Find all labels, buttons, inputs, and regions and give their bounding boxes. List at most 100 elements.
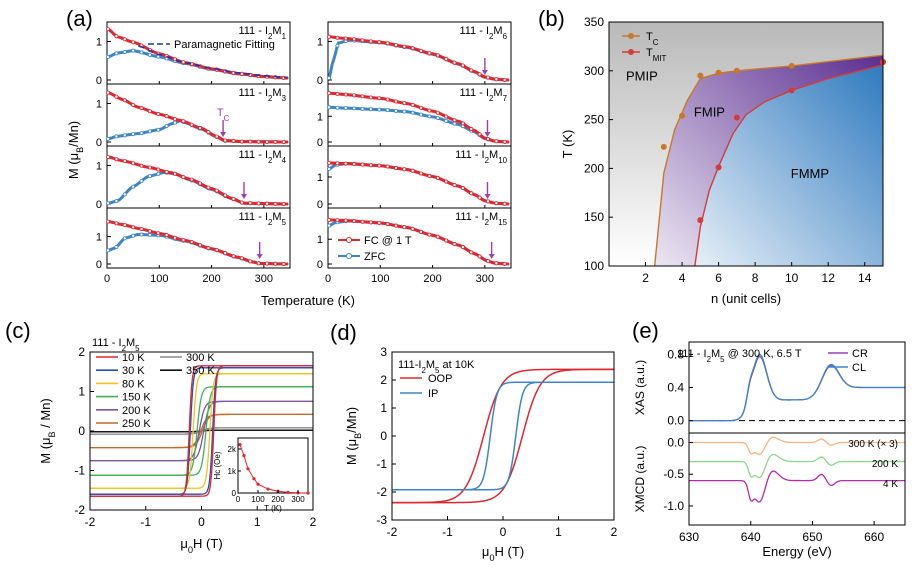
fc-curve-point bbox=[106, 219, 111, 224]
text-span: 3 bbox=[282, 94, 287, 103]
x-tick-label: 14 bbox=[858, 271, 872, 285]
subplot-5: 0 1 111 - I2M6 bbox=[317, 21, 512, 87]
zfc-curve-point bbox=[327, 76, 332, 81]
x-axis-label: Temperature (K) bbox=[261, 293, 355, 308]
text-span: M bbox=[126, 337, 135, 349]
y-tick-label: 0 bbox=[317, 199, 323, 211]
y-tick-label: -1 bbox=[376, 457, 387, 471]
x-axis-label: μ0H (T) bbox=[180, 536, 222, 555]
fc-curve-point bbox=[181, 119, 186, 124]
fc-curve-point bbox=[198, 243, 203, 248]
legend-label: 250 K bbox=[122, 418, 151, 430]
fc-curve-point bbox=[377, 220, 382, 225]
fc-curve-point bbox=[477, 132, 482, 137]
fc-curve-point bbox=[469, 68, 474, 73]
x-tick-label: 10 bbox=[785, 271, 799, 285]
zfc-curve-point bbox=[327, 166, 332, 171]
fc-curve-point bbox=[352, 93, 357, 98]
xmcd-300 K (× 3) bbox=[689, 436, 905, 455]
zfc-curve-point bbox=[139, 50, 144, 55]
fc-curve-point bbox=[469, 191, 474, 196]
y-tick-label: 1 bbox=[78, 385, 85, 399]
zfc-curve-point bbox=[172, 120, 177, 125]
x-tick-label: -2 bbox=[85, 515, 96, 529]
fc-curve-point bbox=[223, 138, 228, 143]
zfc-curve-point bbox=[114, 199, 119, 204]
x-tick-label: 650 bbox=[802, 530, 822, 544]
y-tick-label: -2 bbox=[74, 503, 85, 517]
fc-curve-point bbox=[189, 240, 194, 245]
y-tick-label: 1 bbox=[96, 36, 102, 48]
loop-IP-asc bbox=[392, 381, 614, 491]
region-label-pmip: PMIP bbox=[626, 69, 658, 84]
inset-y-tick-label: 1k bbox=[228, 467, 237, 476]
text-span: M bbox=[272, 149, 281, 161]
y-tick-label: -1 bbox=[74, 464, 85, 478]
tmit-point bbox=[733, 114, 740, 121]
fc-curve-point bbox=[460, 186, 465, 191]
subplot-frame bbox=[327, 207, 512, 269]
zfc-curve-point bbox=[106, 248, 111, 253]
tc-arrow-head bbox=[220, 132, 227, 137]
fc-curve-point bbox=[352, 162, 357, 167]
inset-x-tick-label: 300 bbox=[291, 495, 305, 504]
fc-curve-point bbox=[377, 40, 382, 45]
y-tick-label: -0.5 bbox=[663, 467, 684, 481]
tc-point bbox=[660, 143, 667, 150]
y-tick-label: 1 bbox=[380, 401, 387, 415]
zfc-curve-point bbox=[385, 108, 390, 113]
legend-label: IP bbox=[428, 388, 438, 400]
text-span: 2 bbox=[421, 366, 425, 375]
zfc-curve-point bbox=[122, 236, 127, 241]
fc-curve-point bbox=[477, 72, 482, 77]
x-tick-label: 100 bbox=[150, 273, 168, 285]
inset-y-tick-label: 2k bbox=[228, 445, 237, 454]
fc-curve-point bbox=[343, 218, 348, 223]
subplot-3: 0 1 111 - I2M4 bbox=[96, 145, 291, 211]
fc-curve-point bbox=[393, 223, 398, 228]
text-span: 0 bbox=[188, 545, 193, 555]
fc-curve-point bbox=[393, 43, 398, 48]
x-tick-label: 300 bbox=[476, 273, 494, 285]
fc-curve-point bbox=[122, 37, 127, 42]
zfc-curve-point bbox=[410, 110, 415, 115]
xmcd-y-label: XMCD (a.u.) bbox=[633, 446, 647, 513]
fc-curve-point bbox=[494, 139, 499, 144]
text-span: M bbox=[489, 211, 498, 223]
x-tick-label: 100 bbox=[371, 273, 389, 285]
fc-curve-point bbox=[172, 117, 177, 122]
fc-curve-point bbox=[444, 114, 449, 119]
fc-curve-point bbox=[181, 175, 186, 180]
fc-curve-point bbox=[256, 201, 261, 206]
fc-curve-point bbox=[114, 94, 119, 99]
text-span: / Mn) bbox=[38, 398, 53, 431]
x-tick-label: 630 bbox=[679, 530, 699, 544]
fc-curve-point bbox=[377, 163, 382, 168]
y-tick-label: 0 bbox=[317, 259, 323, 271]
text-span: 15 bbox=[498, 218, 507, 227]
tc-arrow-head bbox=[484, 132, 491, 137]
fc-curve-point bbox=[502, 77, 507, 82]
text-span: /Mn) bbox=[66, 121, 81, 147]
tc-point bbox=[788, 62, 795, 69]
fc-curve-point bbox=[485, 136, 490, 141]
text-span: 5 bbox=[135, 344, 140, 353]
legend-label: 350 K bbox=[186, 365, 215, 377]
fc-curve-point bbox=[164, 169, 169, 174]
tc-point bbox=[733, 67, 740, 74]
fc-curve-point bbox=[410, 168, 415, 173]
text-span: 111 - I bbox=[459, 87, 489, 99]
fc-curve-point bbox=[106, 27, 111, 32]
text-span: T bbox=[646, 47, 653, 59]
fc-curve-point bbox=[343, 92, 348, 97]
x-tick-label: -1 bbox=[442, 525, 453, 539]
text-span: 6 bbox=[503, 32, 508, 41]
inset-point bbox=[256, 482, 260, 486]
tc-arrow-head bbox=[484, 194, 491, 199]
tmit-point bbox=[715, 164, 722, 171]
xas-y-label: XAS (a.u.) bbox=[633, 360, 647, 415]
fc-curve-point bbox=[385, 41, 390, 46]
fc-curve-point bbox=[385, 97, 390, 102]
